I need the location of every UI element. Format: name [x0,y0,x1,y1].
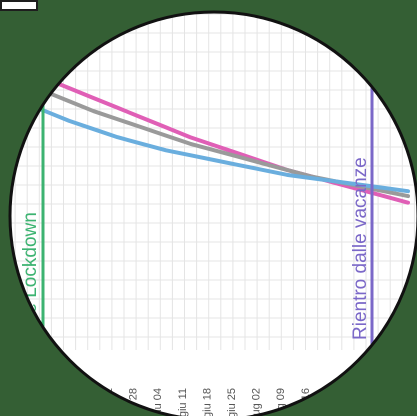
x-tick-label: giu 25 [226,388,238,416]
x-tick-label: lug 09 [275,388,287,416]
series-lines [13,64,410,205]
series-line-pink [13,64,410,205]
x-tick-label: lug 02 [251,388,263,416]
x-tick-label: giu 18 [201,388,213,416]
annotation-label-purple: Rientro dalle vacanze [350,157,371,340]
series-line-blue [13,97,410,194]
x-tick-label: giu 11 [177,388,189,416]
frame-tab [0,0,38,11]
x-axis-tick-labels: 21 mag 28 giu 04 giu 11 giu 18 giu 25 lug 02 lu… [103,388,312,416]
x-tick-label: giu 04 [152,388,164,416]
